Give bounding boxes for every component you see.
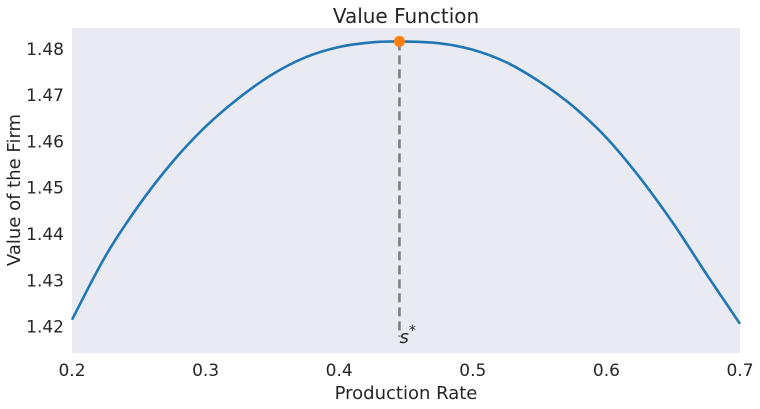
y-axis-label: Value of the Firm xyxy=(4,114,25,266)
x-tick-label: 0.2 xyxy=(58,361,85,381)
x-tick-label: 0.3 xyxy=(192,361,219,381)
optimum-point xyxy=(393,35,405,47)
x-tick-label: 0.7 xyxy=(726,361,753,381)
y-tick-label: 1.45 xyxy=(26,179,64,199)
x-tick-label: 0.6 xyxy=(593,361,620,381)
y-tick-label: 1.44 xyxy=(26,225,64,245)
y-tick-label: 1.43 xyxy=(26,271,64,291)
chart-title: Value Function xyxy=(333,4,479,28)
x-tick-label: 0.4 xyxy=(326,361,353,381)
y-tick-label: 1.42 xyxy=(26,318,64,338)
y-tick-label: 1.46 xyxy=(26,132,64,152)
optimum-label: s* xyxy=(399,323,415,348)
x-axis-label: Production Rate xyxy=(335,383,478,404)
y-tick-label: 1.47 xyxy=(26,86,64,106)
y-tick-label: 1.48 xyxy=(26,40,64,60)
plot-area xyxy=(72,28,740,353)
x-tick-label: 0.5 xyxy=(459,361,486,381)
